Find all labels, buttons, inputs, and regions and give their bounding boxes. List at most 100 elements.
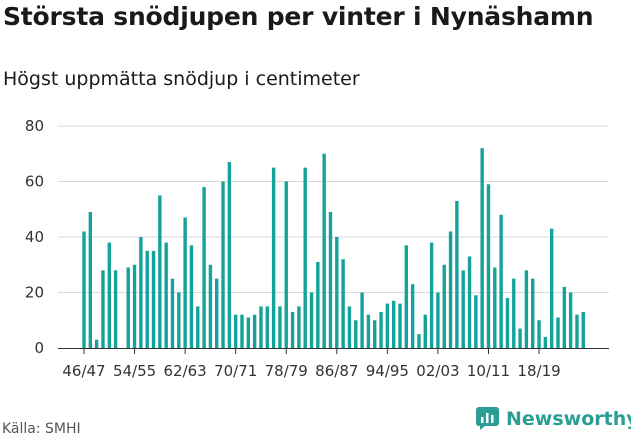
bar xyxy=(189,245,194,348)
bar xyxy=(151,250,156,349)
bars xyxy=(82,148,585,349)
bar xyxy=(126,267,130,348)
y-tick-label: 60 xyxy=(25,173,44,191)
x-tick-label: 54/55 xyxy=(113,362,156,380)
bar xyxy=(82,231,86,348)
x-tick-label: 94/95 xyxy=(366,362,409,380)
bar xyxy=(354,320,358,348)
brand-logo[interactable]: Newsworthy xyxy=(476,407,631,430)
bar xyxy=(309,292,314,348)
bar xyxy=(417,334,421,349)
bar xyxy=(486,184,491,348)
bar xyxy=(524,270,529,348)
bar xyxy=(145,250,149,349)
bar xyxy=(461,270,465,348)
x-axis: 46/47 54/55 62/63 70/71 78/79 86/87 94/95 02/03… xyxy=(58,348,609,380)
bar xyxy=(366,314,371,348)
bar xyxy=(518,328,522,348)
bar xyxy=(436,292,440,348)
bar xyxy=(196,306,200,349)
bar xyxy=(284,181,288,348)
chart-subtitle: Högst uppmätta snödjup i centimeter xyxy=(3,68,360,90)
bar xyxy=(132,264,137,348)
x-tick-label: 18/19 xyxy=(517,362,560,380)
bar xyxy=(158,195,162,349)
grid-lines xyxy=(58,125,609,293)
bar xyxy=(455,200,459,348)
bar xyxy=(442,264,446,348)
bar xyxy=(575,314,579,348)
bar xyxy=(531,278,535,349)
bar xyxy=(221,181,225,348)
bar xyxy=(240,314,244,348)
bar xyxy=(101,270,105,348)
bar xyxy=(499,214,503,348)
bar xyxy=(290,311,295,348)
bar xyxy=(429,242,434,348)
bar xyxy=(404,245,409,348)
x-tick-label: 46/47 xyxy=(62,362,105,380)
y-tick-label: 0 xyxy=(34,339,44,357)
bar xyxy=(537,320,541,348)
bar xyxy=(271,167,276,349)
bar xyxy=(107,242,111,348)
y-tick-label: 40 xyxy=(25,228,44,246)
bar xyxy=(322,153,326,348)
bar xyxy=(549,228,554,348)
bar xyxy=(373,320,377,348)
bar xyxy=(139,237,143,348)
bar xyxy=(512,278,516,349)
bar xyxy=(335,237,339,348)
bar xyxy=(94,339,99,348)
bar xyxy=(297,306,301,349)
bar xyxy=(183,217,187,348)
bar xyxy=(505,298,510,348)
bar xyxy=(474,295,478,348)
x-tick-label: 02/03 xyxy=(416,362,459,380)
bar xyxy=(227,162,232,348)
bar xyxy=(347,306,352,349)
y-tick-label: 20 xyxy=(25,284,44,302)
bar xyxy=(391,300,396,348)
bar xyxy=(556,317,560,348)
bar xyxy=(385,303,390,348)
brand-name: Newsworthy xyxy=(506,407,631,430)
bar xyxy=(328,212,333,348)
bar xyxy=(215,278,219,349)
bar xyxy=(278,306,282,349)
bar xyxy=(113,270,118,348)
bar xyxy=(233,314,238,348)
bar xyxy=(398,303,402,348)
bar xyxy=(177,292,181,348)
chart-title: Största snödjupen per vinter i Nynäshamn xyxy=(3,2,594,31)
bar xyxy=(581,311,585,348)
bar xyxy=(480,148,484,348)
y-tick-label: 80 xyxy=(25,117,44,135)
x-tick-label: 78/79 xyxy=(265,362,308,380)
bar xyxy=(360,292,364,348)
bar xyxy=(303,167,307,349)
x-tick-label: 10/11 xyxy=(467,362,510,380)
bar xyxy=(467,256,472,348)
bar xyxy=(202,187,206,348)
bar xyxy=(562,286,567,348)
bar xyxy=(410,284,415,348)
bar xyxy=(568,292,573,348)
bar xyxy=(341,259,345,348)
x-tick-label: 62/63 xyxy=(164,362,207,380)
bar xyxy=(448,231,453,348)
bar xyxy=(88,212,93,348)
bar xyxy=(493,267,497,348)
source-note: Källa: SMHI xyxy=(2,421,81,437)
newsworthy-logo-icon xyxy=(476,407,499,430)
bar xyxy=(252,314,257,348)
bar xyxy=(543,336,548,348)
bar xyxy=(379,311,383,348)
y-tick-labels: 0 20 40 60 80 xyxy=(25,117,44,357)
bar xyxy=(265,306,269,349)
bar xyxy=(259,306,263,349)
bar xyxy=(170,278,175,349)
x-tick-label: 70/71 xyxy=(214,362,257,380)
bar xyxy=(208,264,213,348)
